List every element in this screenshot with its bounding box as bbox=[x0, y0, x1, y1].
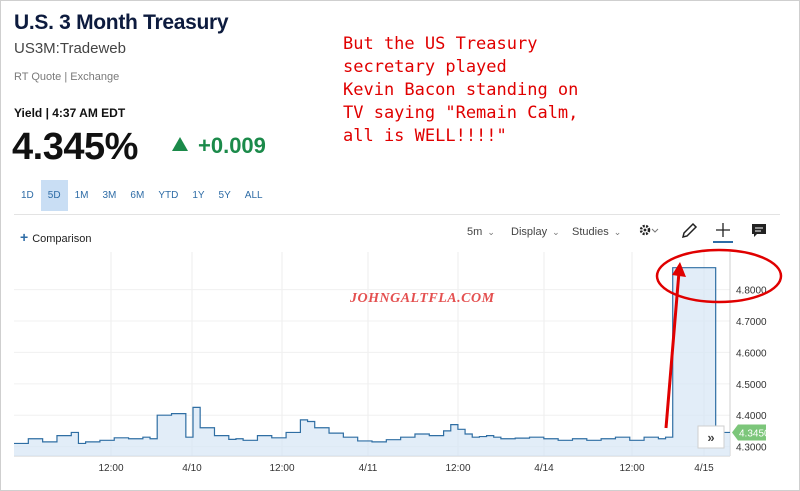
red-arrow-head bbox=[672, 262, 686, 277]
range-5y[interactable]: 5Y bbox=[218, 190, 231, 201]
x-tick-label: 4/15 bbox=[694, 463, 714, 474]
display-dropdown[interactable]: Display ⌄ bbox=[511, 226, 560, 238]
crosshair-button[interactable] bbox=[713, 222, 735, 251]
comment-icon bbox=[752, 224, 766, 237]
last-price-tag bbox=[732, 424, 766, 441]
x-tick-label: 4/14 bbox=[534, 463, 554, 474]
highlight-circle bbox=[655, 248, 783, 304]
double-chevron-right-icon: » bbox=[707, 430, 714, 445]
annotation-text: But the US Treasury secretary played Kevin… bbox=[343, 34, 579, 146]
red-arrow bbox=[664, 271, 681, 429]
y-tick-label: 4.7000 bbox=[736, 317, 767, 328]
interval-label: 5m bbox=[467, 226, 483, 238]
range-6m[interactable]: 6M bbox=[130, 190, 145, 201]
x-tick-label: 12:00 bbox=[98, 463, 123, 474]
plus-icon: + bbox=[20, 229, 29, 245]
y-tick-label: 4.3000 bbox=[736, 443, 767, 454]
change-value: +0.009 bbox=[172, 133, 266, 159]
scroll-right-button[interactable]: » bbox=[697, 425, 725, 449]
price-value: 4.345% bbox=[12, 126, 138, 168]
up-arrow-icon bbox=[172, 137, 188, 151]
price-line bbox=[14, 267, 730, 445]
quote-source: RT Quote | Exchange bbox=[14, 71, 120, 83]
x-tick-label: 4/11 bbox=[359, 463, 378, 474]
x-tick-label: 12:00 bbox=[269, 463, 294, 474]
yield-timestamp: Yield | 4:37 AM EDT bbox=[14, 106, 126, 120]
x-tick-label: 4/10 bbox=[182, 463, 202, 474]
y-tick-label: 4.4000 bbox=[736, 411, 767, 422]
range-all[interactable]: ALL bbox=[244, 190, 263, 201]
chevron-down-icon: ⌄ bbox=[552, 227, 560, 237]
chevron-down-icon: ⌄ bbox=[613, 227, 622, 237]
divider bbox=[14, 214, 780, 215]
page-title: U.S. 3 Month Treasury bbox=[14, 11, 229, 34]
range-1d[interactable]: 1D bbox=[21, 190, 34, 201]
range-5d[interactable]: 5D bbox=[40, 180, 68, 211]
range-ytd[interactable]: YTD bbox=[158, 190, 179, 201]
settings-button[interactable] bbox=[638, 222, 660, 245]
y-tick-label: 4.6000 bbox=[736, 348, 767, 359]
x-tick-label: 12:00 bbox=[445, 463, 470, 474]
y-tick-label: 4.8000 bbox=[736, 286, 767, 297]
watermark: JOHNGALTFLA.COM bbox=[350, 291, 495, 306]
comparison-label: Comparison bbox=[32, 233, 92, 245]
range-3m[interactable]: 3M bbox=[102, 190, 117, 201]
gear-icon bbox=[639, 224, 659, 236]
crosshair-icon bbox=[713, 223, 735, 243]
y-tick-label: 4.5000 bbox=[736, 380, 767, 391]
display-label: Display bbox=[511, 226, 548, 238]
time-range-selector: 1D 5D 1M 3M 6M YTD 1Y 5Y ALL bbox=[14, 180, 270, 211]
draw-button[interactable] bbox=[680, 222, 698, 245]
studies-label: Studies bbox=[572, 226, 609, 238]
change-amount: +0.009 bbox=[198, 133, 266, 158]
range-1m[interactable]: 1M bbox=[74, 190, 89, 201]
pencil-icon bbox=[681, 222, 698, 239]
comment-button[interactable] bbox=[750, 222, 768, 245]
last-price-label: 4.3450 bbox=[739, 428, 770, 439]
chevron-down-icon: ⌄ bbox=[487, 227, 495, 237]
x-tick-label: 12:00 bbox=[619, 463, 644, 474]
symbol-label: US3M:Tradeweb bbox=[14, 40, 126, 57]
range-1y[interactable]: 1Y bbox=[192, 190, 205, 201]
studies-dropdown[interactable]: Studies ⌄ bbox=[572, 226, 621, 238]
interval-dropdown[interactable]: 5m ⌄ bbox=[467, 226, 495, 238]
comparison-button[interactable]: + Comparison bbox=[20, 229, 92, 245]
